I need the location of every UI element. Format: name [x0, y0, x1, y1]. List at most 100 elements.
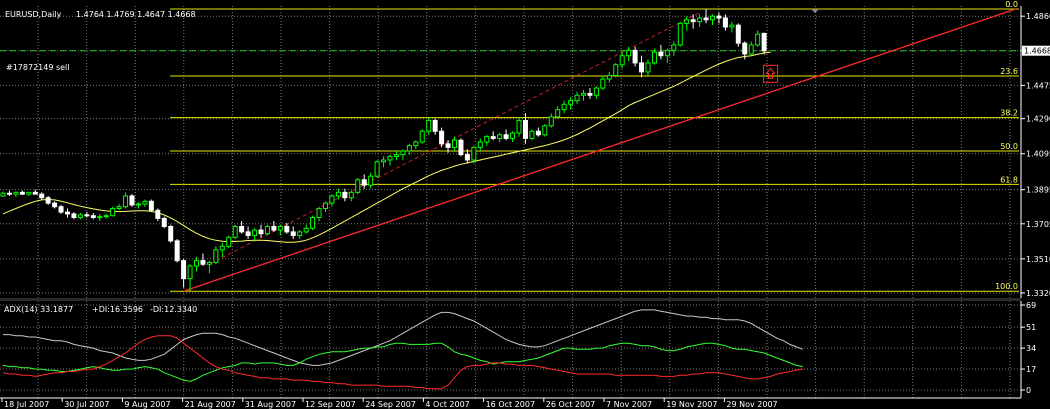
candle-body [226, 236, 232, 247]
time-tick-label: 16 Oct 2007 [486, 400, 535, 409]
candle-body [342, 191, 348, 199]
candle-body [664, 49, 670, 57]
candle-body [71, 213, 77, 219]
candle-body [722, 17, 728, 28]
candle-body [703, 17, 709, 21]
candle-body [619, 55, 625, 66]
candle-body [606, 75, 612, 80]
candle-body [587, 92, 593, 96]
candle-body [374, 161, 380, 177]
adx-grid [0, 301, 1021, 398]
adx-tick-label: 34 [1026, 344, 1036, 353]
adx-pane[interactable]: ADX(14) 33.1877 +DI:16.3596 -DI:12.3340 [0, 301, 1021, 398]
candle-body [677, 22, 683, 46]
trendline[interactable] [183, 8, 1016, 292]
candle-body [490, 136, 496, 139]
candle-body [65, 211, 70, 215]
candle-body [535, 130, 541, 136]
time-tick-label: 21 Aug 2007 [185, 400, 236, 409]
candle-body [716, 15, 722, 19]
time-tick-label: 19 Nov 2007 [666, 400, 717, 409]
ma-line [2, 51, 771, 243]
fibonacci-retracement[interactable]: 0.0 23.6 38.2 50.0 61.8 100.0 [170, 0, 1019, 292]
price-pane[interactable]: 0.0 23.6 38.2 50.0 61.8 100.0 EURUSD,Daily 1.… [0, 0, 1021, 298]
price-tick-label: 1.4860 [1026, 12, 1050, 21]
adx-tick-label: 69 [1026, 301, 1036, 310]
time-axis[interactable]: 18 Jul 2007 30 Jul 2007 9 Aug 2007 21 Aug 2… [0, 397, 1021, 409]
candle-body [419, 130, 425, 143]
candle-body [742, 42, 748, 55]
pane-separator[interactable] [0, 298, 1021, 301]
adx-line [3, 309, 803, 366]
candle-body [400, 150, 406, 156]
price-axis[interactable]: 1.4860 1.4475 1.4290 1.4095 1.3895 1.3705 1.35… [1020, 6, 1050, 298]
candle-body [84, 214, 90, 217]
current-price-label: 1.4668 [1024, 47, 1050, 56]
time-tick-label: 29 Nov 2007 [726, 400, 777, 409]
price-tick-label: 1.3705 [1026, 220, 1050, 229]
candle-body [174, 240, 180, 262]
candle-body [645, 62, 651, 73]
candle-body [387, 155, 393, 161]
adx-lines [2, 309, 803, 390]
candle-body [45, 197, 51, 204]
candle-body [258, 229, 264, 235]
candle-body [542, 125, 548, 136]
candle-body [684, 19, 690, 24]
candle-body [271, 225, 277, 231]
candle-body [568, 100, 574, 105]
candle-body [194, 260, 199, 267]
candle-body [232, 225, 238, 238]
fibo-level-label: 61.8 [1000, 175, 1018, 184]
candle-body [439, 130, 445, 145]
candle-body [39, 193, 45, 199]
moving-average [2, 51, 771, 243]
candle-body [355, 179, 361, 193]
candle-body [613, 64, 619, 77]
candle-body [755, 33, 761, 46]
candle-body [168, 225, 174, 242]
candle-body [477, 141, 483, 148]
candle-body [464, 154, 470, 161]
candle-body [116, 206, 122, 210]
candle-body [103, 215, 109, 218]
candle-body [135, 203, 141, 206]
candle-body [497, 134, 503, 139]
candle-body [413, 141, 419, 147]
fibo-level-label: 0.0 [1005, 0, 1018, 9]
candle-body [529, 130, 535, 139]
candle-body [26, 191, 32, 195]
time-tick-label: 30 Jul 2007 [64, 400, 109, 409]
time-tick-label: 7 Nov 2007 [606, 400, 652, 409]
candle-body [510, 132, 516, 139]
candle-body [548, 116, 554, 127]
signal-box[interactable] [763, 64, 779, 83]
candle-body [710, 15, 715, 21]
ohlc-label: 1.4764 1.4769 1.4647 1.4668 [76, 10, 196, 19]
candle-body [348, 191, 354, 199]
time-tick-label: 12 Sep 2007 [305, 400, 356, 409]
candle-body [458, 139, 464, 156]
time-tick-label: 4 Oct 2007 [425, 400, 469, 409]
price-tick-label: 1.3320 [1026, 289, 1050, 298]
candle-body [277, 225, 283, 231]
price-tick-label: 1.4290 [1026, 115, 1050, 124]
candle-body [187, 265, 193, 280]
candle-body [632, 49, 638, 64]
candle-body [213, 249, 219, 263]
price-tick-label: 1.4095 [1026, 150, 1050, 159]
candle-body [200, 260, 206, 265]
candle-body [290, 231, 296, 236]
candle-body [639, 62, 645, 73]
candle-body [368, 175, 374, 186]
adx-axis[interactable]: 69 51 34 17 0 [1020, 301, 1036, 398]
candle-body [316, 208, 322, 219]
scroll-shift-marker[interactable] [811, 9, 819, 13]
candle-body [626, 49, 632, 57]
candle-body [252, 229, 258, 236]
buy-signal-arrow[interactable] [763, 64, 779, 83]
candle-body [574, 94, 580, 102]
candle-body [393, 154, 399, 157]
trend-line[interactable] [183, 8, 1016, 292]
